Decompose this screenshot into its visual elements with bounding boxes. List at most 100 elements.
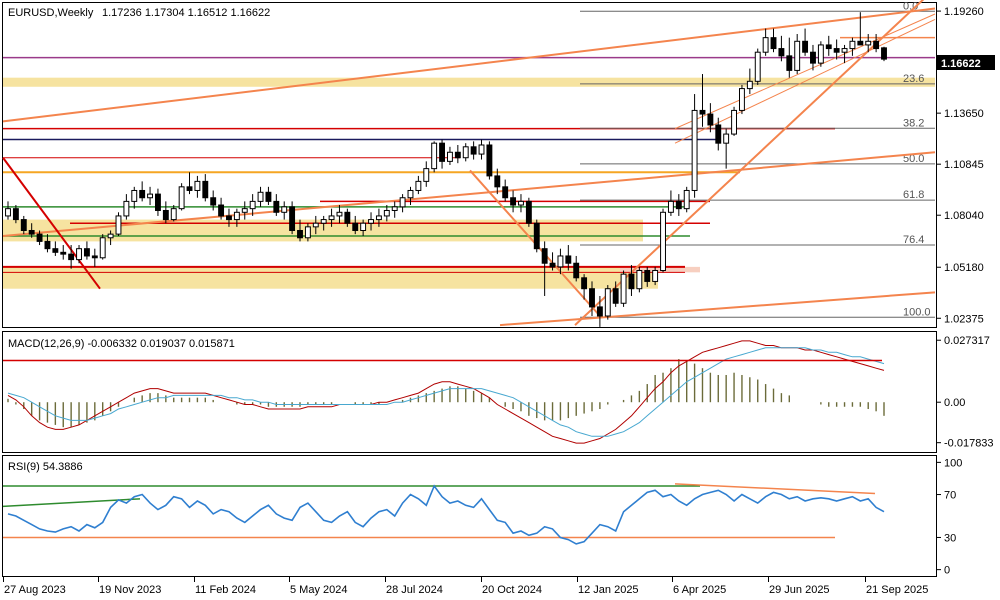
- symbol-timeframe-label: EURUSD,Weekly: [8, 7, 94, 19]
- candle-body: [596, 306, 603, 317]
- macd-tick-label: 0.00: [944, 397, 965, 409]
- price-tick-label: 1.05180: [944, 262, 984, 274]
- price-panel-frame: [2, 2, 937, 328]
- candle-body: [423, 168, 430, 182]
- candle-body: [549, 262, 556, 268]
- candle-body: [273, 200, 280, 213]
- candle-body: [604, 288, 611, 317]
- candle-body: [162, 209, 169, 221]
- price-tick-label: 1.10845: [944, 159, 984, 171]
- candle-body: [289, 206, 296, 231]
- candle-body: [849, 40, 856, 50]
- candle-body: [786, 55, 793, 71]
- rsi-trendline-orange: [674, 483, 876, 495]
- candle-body: [36, 233, 43, 242]
- candle-body: [873, 40, 880, 50]
- rsi-tick-label: 100: [944, 457, 962, 469]
- macd-panel-frame: [2, 331, 937, 453]
- candle-body: [202, 180, 209, 199]
- candle-body: [375, 215, 382, 221]
- candle-body: [723, 133, 730, 144]
- candle-body: [391, 206, 398, 211]
- candle-body: [5, 208, 11, 217]
- candle-body: [107, 233, 114, 239]
- price-panel: 0.0 23.6 38.2 50.0 61.8 76.4 100.0: [2, 0, 936, 327]
- rsi-series-line: [7, 484, 885, 545]
- candle-body: [612, 288, 619, 304]
- ohlc-readout: 1.17236 1.17304 1.16512 1.16622: [102, 7, 270, 19]
- candle-body: [399, 197, 406, 208]
- candle-body: [431, 142, 438, 170]
- candle-body: [470, 146, 477, 155]
- fib-level-label: 61.8: [903, 189, 924, 201]
- candle-body: [738, 88, 745, 111]
- candle-body: [462, 146, 469, 159]
- fib-level-label: 38.2: [903, 117, 924, 129]
- candle-body: [115, 215, 122, 235]
- candle-body: [123, 200, 130, 217]
- price-tick-label: 1.08040: [944, 210, 984, 222]
- candle-body: [344, 211, 351, 224]
- candle-body: [636, 270, 643, 290]
- candle-body: [525, 200, 532, 224]
- candle-body: [320, 219, 327, 224]
- candle-body: [218, 204, 225, 217]
- candle-body: [510, 197, 517, 206]
- rsi-tick-label: 70: [944, 490, 956, 502]
- candle-body: [328, 215, 335, 221]
- candle-body: [486, 144, 493, 177]
- candle-body: [762, 37, 769, 53]
- fib-level-label: 23.6: [903, 73, 924, 85]
- rsi-tick-label: 0: [944, 565, 950, 577]
- candle-body: [83, 248, 90, 257]
- trendline-red-down: [2, 157, 101, 290]
- candle-body: [691, 109, 698, 191]
- x-tick-label: 6 Apr 2025: [673, 584, 726, 596]
- x-tick-label: 19 Nov 2023: [99, 584, 161, 596]
- candle-body: [652, 270, 659, 282]
- macd-tick-label: 0.027317: [944, 335, 990, 347]
- candle-body: [644, 270, 651, 282]
- candle-body: [336, 211, 343, 217]
- candle-body: [857, 40, 864, 46]
- candle-body: [312, 222, 319, 228]
- candle-body: [154, 193, 161, 211]
- candle-body: [802, 40, 809, 53]
- candle-body: [210, 197, 217, 206]
- candle-body: [178, 186, 185, 210]
- candle-body: [833, 48, 840, 53]
- candle-body: [810, 51, 816, 64]
- candle-body: [226, 215, 232, 221]
- candle-body: [533, 222, 540, 250]
- trendline-thin-top: [674, 13, 936, 130]
- candle-body: [20, 219, 27, 231]
- candle-body: [304, 226, 311, 239]
- fib-level-label: 76.4: [903, 234, 924, 246]
- candle-body: [841, 48, 848, 53]
- candle-body: [699, 109, 706, 115]
- fib-level-label: 50.0: [903, 153, 924, 165]
- rsi-header: RSI(9) 54.3886: [8, 461, 83, 473]
- candle-body: [557, 255, 564, 268]
- x-tick-label: 12 Jan 2025: [578, 584, 639, 596]
- candle-body: [241, 208, 248, 213]
- macd-series-signal: [7, 347, 885, 437]
- candle-body: [281, 206, 288, 213]
- candle-body: [565, 255, 572, 264]
- candle-body: [60, 251, 67, 255]
- candle-body: [825, 44, 832, 50]
- axes-layer: 1.19260 1.13650 1.10845 1.08040 1.05180 1.023…: [3, 6, 994, 596]
- trendline-mid: [2, 151, 936, 237]
- macd-panel: [3, 340, 885, 444]
- rsi-panel-frame: [2, 455, 937, 577]
- x-tick-label: 28 Jul 2024: [386, 584, 443, 596]
- x-tick-label: 11 Feb 2024: [195, 584, 256, 596]
- trendline-channel-top: [2, 7, 936, 123]
- candle-body: [297, 229, 303, 239]
- candle-body: [257, 191, 264, 202]
- candle-body: [446, 151, 453, 162]
- candle-body: [265, 191, 272, 202]
- candle-body: [415, 180, 422, 191]
- current-price-box: [937, 55, 995, 70]
